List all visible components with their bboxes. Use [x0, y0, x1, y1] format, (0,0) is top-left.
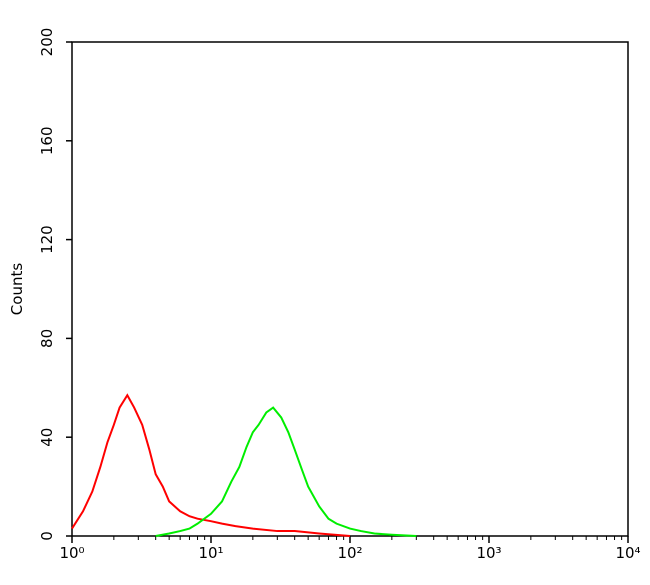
- y-tick-label: 160: [38, 126, 56, 155]
- y-axis-label: Counts: [8, 263, 26, 316]
- y-tick-label: 200: [38, 28, 56, 57]
- x-tick-label: 10⁴: [615, 544, 640, 562]
- x-tick-label: 10³: [476, 544, 501, 562]
- y-tick-label: 40: [38, 428, 56, 447]
- histogram-line: [71, 393, 351, 537]
- x-tick-label: 10¹: [198, 544, 223, 562]
- y-tick-label: 0: [38, 531, 56, 541]
- x-tick-label: 10²: [337, 544, 362, 562]
- x-tick-label: 10⁰: [59, 544, 84, 562]
- y-tick-label: 80: [38, 329, 56, 348]
- y-tick-label: 120: [38, 225, 56, 254]
- plot-frame: [71, 41, 629, 537]
- histogram-line: [155, 406, 417, 537]
